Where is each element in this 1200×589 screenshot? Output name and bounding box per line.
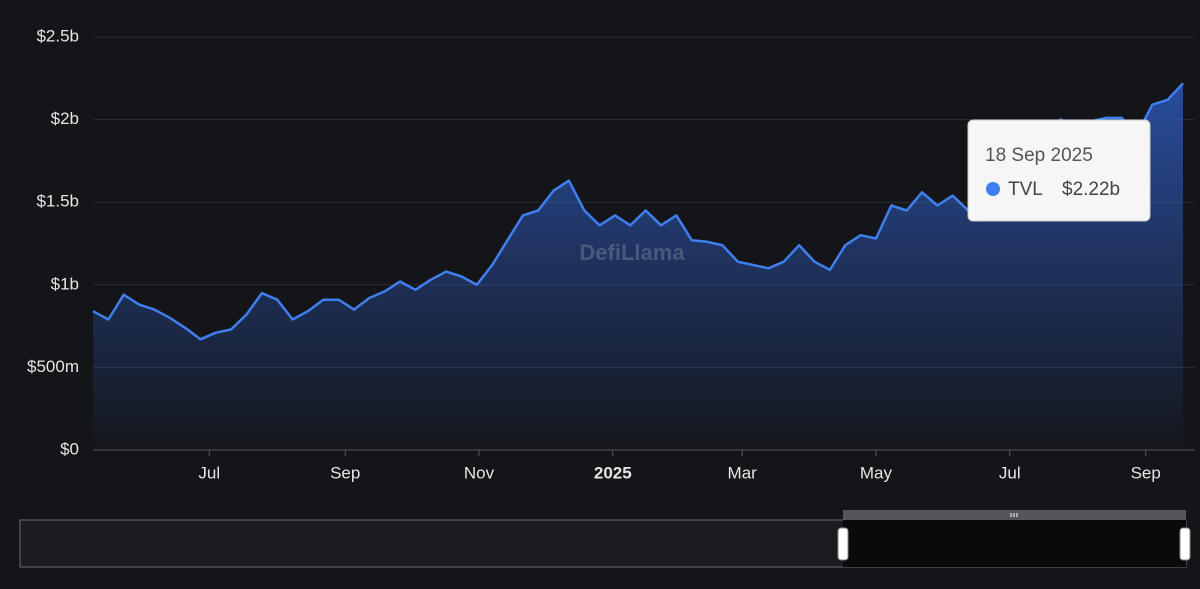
tooltip-series: TVL bbox=[1008, 179, 1043, 200]
area bbox=[93, 83, 1183, 451]
y-tick-label: $0 bbox=[60, 439, 79, 458]
brush-window[interactable] bbox=[843, 520, 1186, 567]
x-tick-label: Jul bbox=[198, 463, 220, 482]
tooltip-value: $2.22b bbox=[1062, 179, 1120, 200]
x-tick-label: May bbox=[860, 463, 893, 482]
x-tick-label: 2025 bbox=[594, 463, 632, 482]
brush-handle[interactable] bbox=[1179, 527, 1191, 561]
x-tick-label: Nov bbox=[464, 463, 495, 482]
tooltip-box bbox=[967, 119, 1151, 222]
y-tick-label: $500m bbox=[27, 357, 79, 376]
brush-handle[interactable] bbox=[837, 527, 849, 561]
brush[interactable] bbox=[19, 510, 1191, 568]
y-tick-label: $1.5b bbox=[36, 192, 79, 211]
plot-area: $0 $500m $1b $1.5b $2b $2.5b Jul Sep Nov 2025 Mar M… bbox=[27, 26, 1195, 482]
x-tick-label: Jul bbox=[999, 463, 1021, 482]
tooltip-date: 18 Sep 2025 bbox=[985, 145, 1093, 166]
y-tick-label: $2b bbox=[51, 109, 79, 128]
tooltip-dot bbox=[986, 182, 1000, 196]
y-tick-label: $1b bbox=[51, 274, 79, 293]
x-tick-label: Sep bbox=[330, 463, 360, 482]
tooltip: 18 Sep 2025 TVL $2.22b bbox=[967, 119, 1151, 222]
y-tick-label: $2.5b bbox=[36, 26, 79, 45]
x-tick-label: Mar bbox=[728, 463, 758, 482]
x-tick-label: Sep bbox=[1131, 463, 1161, 482]
watermark: DefiLlama bbox=[579, 240, 685, 265]
